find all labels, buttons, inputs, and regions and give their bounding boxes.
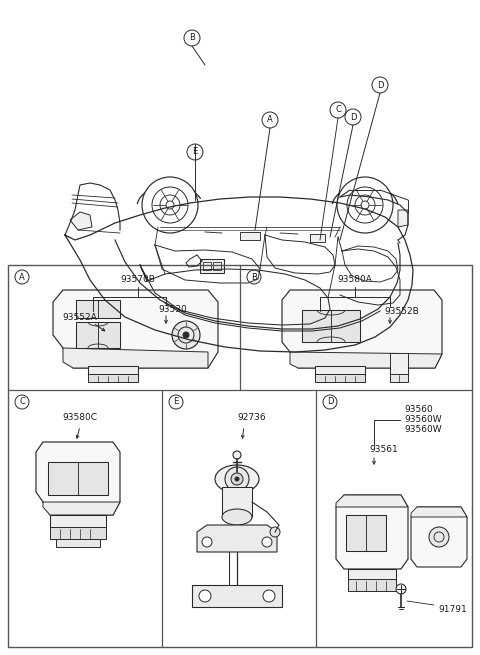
Text: 93570B: 93570B (120, 274, 156, 284)
Bar (315, 366, 365, 376)
Circle shape (262, 537, 272, 547)
Circle shape (142, 177, 198, 233)
Text: A: A (19, 272, 25, 282)
Polygon shape (336, 495, 408, 507)
Circle shape (337, 177, 393, 233)
Bar (50, 515, 106, 529)
Circle shape (372, 77, 388, 93)
Circle shape (184, 30, 200, 46)
Circle shape (323, 395, 337, 409)
Circle shape (262, 112, 278, 128)
Text: 91791: 91791 (438, 605, 467, 614)
Bar (88, 374, 138, 382)
Bar (240, 232, 260, 240)
Polygon shape (346, 515, 386, 551)
Text: C: C (335, 105, 341, 115)
Polygon shape (43, 502, 120, 515)
Text: D: D (377, 81, 383, 90)
Polygon shape (398, 210, 408, 227)
Polygon shape (76, 300, 120, 318)
Polygon shape (48, 462, 108, 495)
Text: 93530: 93530 (158, 305, 187, 314)
Bar (192, 585, 282, 607)
Circle shape (199, 590, 211, 602)
Text: D: D (350, 113, 356, 121)
Circle shape (231, 473, 243, 485)
Circle shape (183, 332, 189, 338)
Circle shape (270, 527, 280, 537)
Polygon shape (76, 322, 120, 348)
Bar (348, 579, 396, 591)
Polygon shape (336, 495, 408, 569)
Circle shape (429, 527, 449, 547)
Text: 92736: 92736 (238, 413, 266, 422)
Bar (203, 262, 211, 270)
Text: 93580A: 93580A (337, 274, 372, 284)
Text: B: B (189, 33, 195, 43)
Bar (348, 569, 396, 581)
Bar (8, 265, 472, 647)
Polygon shape (70, 212, 92, 230)
Polygon shape (302, 310, 360, 342)
Text: 93552B: 93552B (384, 307, 420, 316)
Circle shape (396, 584, 406, 594)
Circle shape (172, 321, 200, 349)
Polygon shape (222, 487, 252, 517)
Text: 93560W: 93560W (404, 426, 442, 434)
Polygon shape (411, 507, 467, 517)
Text: A: A (267, 115, 273, 124)
Text: 93560W: 93560W (404, 415, 442, 424)
Circle shape (225, 467, 249, 491)
Text: 93560: 93560 (404, 405, 433, 415)
Bar (390, 353, 408, 375)
Circle shape (15, 270, 29, 284)
Circle shape (15, 395, 29, 409)
Circle shape (345, 109, 361, 125)
Bar (315, 374, 365, 382)
Bar (50, 527, 106, 539)
Polygon shape (282, 290, 442, 368)
Text: E: E (192, 147, 198, 157)
Text: C: C (19, 398, 25, 407)
Polygon shape (63, 348, 208, 368)
Polygon shape (197, 525, 277, 552)
Polygon shape (411, 507, 467, 567)
Bar (390, 374, 408, 382)
Text: 93561: 93561 (370, 445, 398, 455)
Bar (213, 262, 221, 270)
Bar (200, 259, 224, 273)
Circle shape (169, 395, 183, 409)
Ellipse shape (222, 509, 252, 525)
Circle shape (202, 537, 212, 547)
Circle shape (235, 477, 239, 481)
Circle shape (263, 590, 275, 602)
Polygon shape (36, 442, 120, 515)
Text: B: B (251, 272, 257, 282)
Bar (88, 366, 138, 376)
Circle shape (330, 102, 346, 118)
Circle shape (247, 270, 261, 284)
Text: 93552A: 93552A (62, 312, 97, 322)
Ellipse shape (215, 465, 259, 493)
Bar (310, 234, 325, 242)
Polygon shape (290, 352, 442, 368)
Circle shape (187, 144, 203, 160)
Text: D: D (327, 398, 333, 407)
Text: 93580C: 93580C (62, 413, 97, 422)
Text: E: E (173, 398, 179, 407)
Polygon shape (56, 539, 100, 547)
Circle shape (233, 451, 241, 459)
Polygon shape (53, 290, 218, 368)
